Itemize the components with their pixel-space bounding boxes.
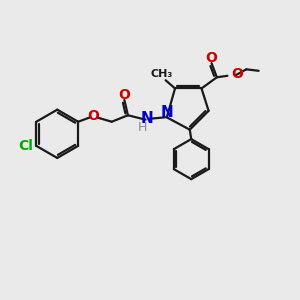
- Text: N: N: [141, 111, 153, 126]
- Text: Cl: Cl: [18, 139, 33, 153]
- Text: O: O: [206, 51, 218, 65]
- Text: N: N: [160, 105, 173, 120]
- Text: H: H: [137, 121, 147, 134]
- Text: O: O: [118, 88, 130, 102]
- Text: O: O: [232, 67, 243, 81]
- Text: CH₃: CH₃: [151, 69, 173, 79]
- Text: O: O: [88, 110, 99, 123]
